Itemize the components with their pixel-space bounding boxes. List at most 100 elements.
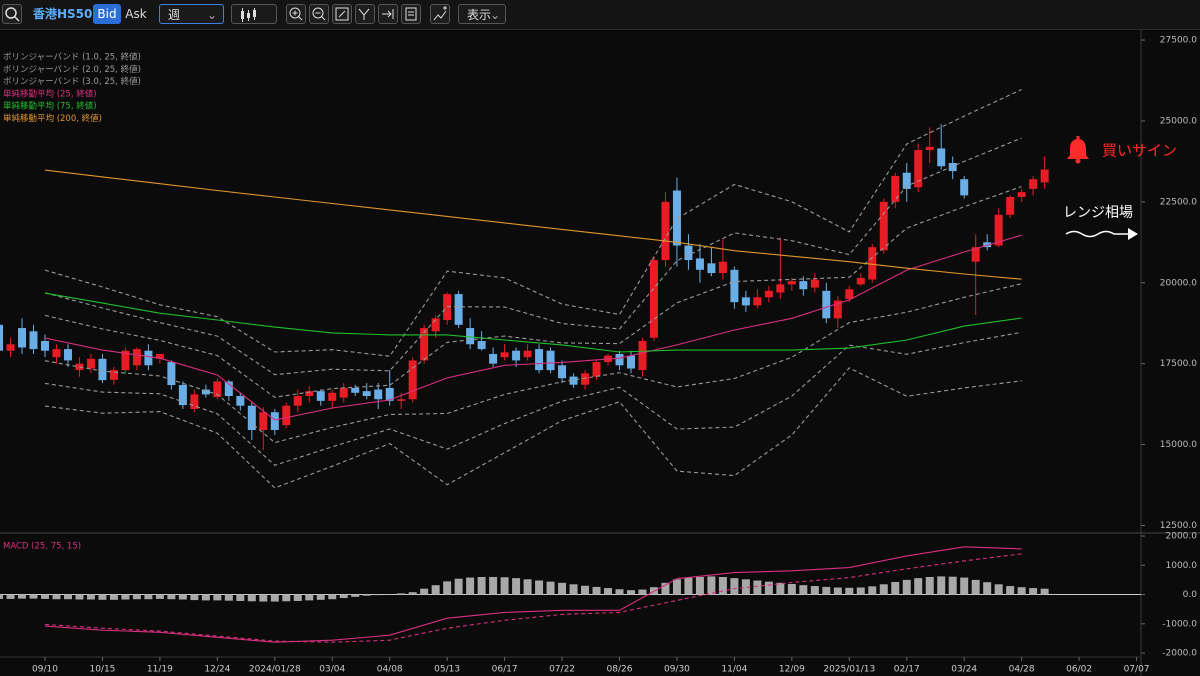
candle-body bbox=[581, 373, 590, 385]
candle-body bbox=[29, 331, 38, 350]
candle-body bbox=[718, 261, 727, 274]
candle-body bbox=[155, 353, 164, 359]
view-select[interactable]: 表示 ⌄ bbox=[458, 4, 506, 24]
histogram-bar bbox=[29, 594, 38, 599]
macd-line bbox=[44, 546, 1022, 643]
legend-entry: ボリンジャーバンド (3.0, 25, 終値) bbox=[3, 76, 141, 87]
candle-body bbox=[270, 412, 279, 430]
histogram-bar bbox=[512, 578, 521, 595]
candle-body bbox=[18, 328, 27, 348]
histogram-bar bbox=[1017, 587, 1026, 595]
y-tick-label: 27500.0 bbox=[1160, 36, 1197, 46]
indicator-line bbox=[44, 186, 1022, 398]
histogram-bar bbox=[822, 586, 831, 595]
candle-body bbox=[971, 247, 980, 262]
candle-body bbox=[512, 350, 521, 361]
histogram-bar bbox=[730, 578, 739, 595]
x-tick-label: 2025/01/13 bbox=[823, 665, 875, 675]
histogram-bar bbox=[1006, 586, 1015, 595]
histogram-bar bbox=[845, 587, 854, 595]
candle-body bbox=[960, 179, 969, 196]
candle-body bbox=[845, 289, 854, 299]
histogram-bar bbox=[167, 594, 176, 600]
add-indicator-button[interactable] bbox=[430, 4, 450, 24]
histogram-bar bbox=[581, 585, 590, 595]
histogram-bar bbox=[868, 586, 877, 595]
y-tick-label: 20000.0 bbox=[1160, 278, 1197, 288]
legend-entry: ボリンジャーバンド (1.0, 25, 終値) bbox=[3, 52, 141, 63]
y-tick-label: 17500.0 bbox=[1160, 359, 1197, 369]
chart-type-select[interactable] bbox=[231, 4, 277, 24]
candle-body bbox=[914, 150, 923, 188]
zoom-out-button[interactable] bbox=[309, 4, 329, 24]
fit-button[interactable] bbox=[332, 4, 352, 24]
x-tick-label: 07/07 bbox=[1124, 665, 1150, 675]
range-arrow bbox=[1065, 228, 1138, 240]
histogram-bar bbox=[776, 582, 785, 595]
candle-body bbox=[351, 387, 360, 393]
candle-body bbox=[328, 392, 337, 401]
histogram-bar bbox=[339, 594, 348, 599]
candle-body bbox=[500, 352, 509, 358]
candle-body bbox=[994, 214, 1003, 246]
histogram-bar bbox=[86, 594, 95, 600]
candle-body bbox=[0, 324, 4, 351]
macd-line bbox=[44, 553, 1022, 643]
zoom-in-button[interactable] bbox=[286, 4, 306, 24]
histogram-bar bbox=[351, 594, 360, 597]
x-tick-label: 12/09 bbox=[779, 665, 805, 675]
y-tick-label: 2000.0 bbox=[1166, 532, 1198, 542]
x-tick-label: 03/24 bbox=[951, 665, 977, 675]
candle-body bbox=[891, 175, 900, 202]
histogram-bar bbox=[971, 579, 980, 595]
histogram-bar bbox=[98, 594, 107, 600]
histogram-bar bbox=[661, 582, 670, 595]
candle-body bbox=[753, 297, 762, 306]
histogram-bar bbox=[63, 594, 72, 600]
candle-body bbox=[121, 350, 130, 371]
candle-body bbox=[684, 245, 693, 261]
scroll-end-button[interactable] bbox=[378, 4, 398, 24]
candle-body bbox=[489, 353, 498, 364]
x-tick-label: 07/22 bbox=[549, 665, 575, 675]
indicator-line bbox=[44, 89, 1022, 357]
candle-body bbox=[833, 300, 842, 319]
x-tick-label: 05/13 bbox=[434, 665, 460, 675]
buy-signal-icon bbox=[1067, 136, 1089, 164]
histogram-bar bbox=[316, 594, 325, 600]
histogram-bar bbox=[236, 594, 245, 601]
note-button[interactable] bbox=[401, 4, 421, 24]
candle-body bbox=[236, 396, 245, 406]
candle-body bbox=[787, 281, 796, 285]
histogram-bar bbox=[0, 594, 4, 599]
period-select[interactable]: 週 ⌄ bbox=[159, 4, 224, 24]
indicator-line bbox=[44, 137, 1022, 376]
histogram-bar bbox=[960, 577, 969, 595]
histogram-bar bbox=[546, 581, 555, 595]
histogram-bar bbox=[948, 576, 957, 595]
histogram-bar bbox=[604, 588, 613, 595]
histogram-bar bbox=[994, 584, 1003, 595]
x-tick-label: 11/04 bbox=[721, 665, 747, 675]
x-tick-label: 12/24 bbox=[204, 665, 230, 675]
candle-body bbox=[213, 381, 222, 397]
macd-title: MACD (25, 75, 15) bbox=[3, 542, 81, 552]
bid-button[interactable]: Bid bbox=[93, 4, 121, 24]
histogram-bar bbox=[787, 584, 796, 595]
y-tick-label: 25000.0 bbox=[1160, 116, 1197, 126]
histogram-bar bbox=[707, 576, 716, 595]
histogram-bar bbox=[201, 594, 210, 601]
candle-body bbox=[259, 412, 268, 430]
candle-body bbox=[741, 297, 750, 306]
tool-button[interactable] bbox=[355, 4, 375, 24]
candle-body bbox=[167, 362, 176, 386]
candle-body bbox=[626, 355, 635, 369]
annotation: 買いサイン bbox=[1102, 142, 1177, 160]
ask-button[interactable]: Ask bbox=[125, 7, 147, 21]
histogram-bar bbox=[305, 594, 314, 601]
histogram-bar bbox=[6, 594, 15, 599]
search-button[interactable] bbox=[2, 4, 22, 24]
histogram-bar bbox=[178, 594, 187, 600]
